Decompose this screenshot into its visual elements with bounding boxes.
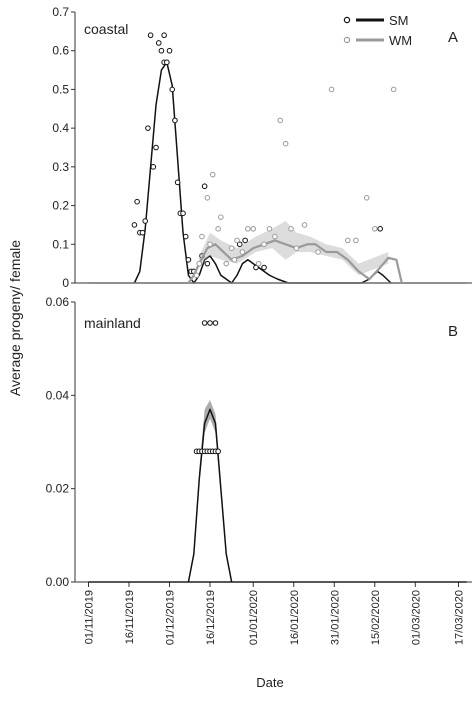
x-tick-label: 01/12/2019 bbox=[165, 590, 177, 645]
data-point-sm bbox=[150, 164, 157, 170]
data-point-series bbox=[207, 320, 213, 326]
data-point-wm bbox=[223, 260, 230, 267]
data-point-wm bbox=[328, 86, 335, 93]
panel-label: mainland bbox=[84, 315, 141, 331]
y-axis-label: Average progeny/ female bbox=[7, 240, 23, 396]
data-point-sm bbox=[185, 256, 192, 263]
data-point-wm bbox=[215, 226, 221, 232]
data-point-sm bbox=[164, 59, 170, 66]
x-tick-label: 01/01/2020 bbox=[248, 590, 260, 645]
data-point-sm bbox=[180, 210, 186, 217]
data-point-wm bbox=[353, 237, 359, 244]
y-tick-label: 0.00 bbox=[46, 575, 70, 589]
y-tick-label: 0.02 bbox=[46, 482, 70, 496]
series-line-wm bbox=[187, 239, 403, 284]
x-tick-label: 31/01/2020 bbox=[329, 590, 341, 645]
panel-label: coastal bbox=[84, 21, 128, 37]
y-tick-label: 0.1 bbox=[52, 237, 69, 251]
data-point-wm bbox=[266, 226, 273, 232]
data-point-wm bbox=[250, 226, 257, 232]
data-point-sm bbox=[169, 86, 176, 93]
data-point-sm bbox=[161, 32, 167, 39]
panel-b-mainland: 0.00 0.02 0.04 0.06 01/11/2019 16/11/2019 01/1… bbox=[46, 295, 472, 645]
y-tick-label: 0.4 bbox=[52, 121, 69, 135]
x-tick-label: 16/01/2020 bbox=[289, 590, 301, 645]
series-line-series bbox=[187, 408, 233, 583]
y-tick-label: 0.04 bbox=[46, 388, 70, 402]
x-tick-label: 16/12/2019 bbox=[205, 590, 217, 645]
y-tick-label: 0.6 bbox=[52, 44, 69, 58]
data-point-wm bbox=[234, 237, 240, 244]
data-point-wm bbox=[293, 245, 300, 251]
data-point-series bbox=[212, 320, 219, 326]
data-point-sm bbox=[242, 237, 248, 244]
data-point-wm bbox=[239, 249, 246, 255]
data-point-wm bbox=[209, 171, 216, 178]
data-point-wm bbox=[245, 226, 251, 232]
data-point-sm bbox=[174, 179, 181, 186]
data-point-sm bbox=[147, 32, 154, 39]
x-tick-label: 01/11/2019 bbox=[84, 590, 96, 644]
data-point-wm bbox=[231, 256, 238, 263]
x-tick-label: 16/11/2019 bbox=[124, 590, 136, 644]
data-point-sm bbox=[155, 40, 162, 46]
data-point-sm bbox=[377, 226, 383, 232]
legend-label: WM bbox=[389, 33, 412, 48]
data-point-wm bbox=[272, 233, 278, 240]
x-tick-label: 17/03/2020 bbox=[453, 590, 465, 645]
data-point-sm bbox=[236, 241, 243, 248]
data-point-sm bbox=[166, 47, 173, 54]
data-point-wm bbox=[363, 195, 370, 201]
data-point-sm bbox=[158, 47, 165, 54]
data-point-sm bbox=[261, 264, 267, 271]
x-axis-label: Date bbox=[256, 675, 283, 690]
data-point-sm bbox=[139, 229, 146, 236]
data-point-wm bbox=[390, 86, 397, 93]
data-point-wm bbox=[255, 260, 262, 267]
data-point-sm bbox=[172, 117, 178, 124]
data-point-wm bbox=[261, 241, 267, 248]
y-tick-label: 0.3 bbox=[52, 160, 69, 174]
legend-marker bbox=[343, 36, 351, 44]
legend-label: SM bbox=[389, 13, 409, 28]
x-tick-label: 01/03/2020 bbox=[410, 590, 422, 645]
data-point-wm bbox=[199, 233, 205, 240]
data-point-series bbox=[215, 448, 221, 455]
x-tick-label: 15/02/2020 bbox=[370, 590, 382, 645]
data-point-wm bbox=[282, 140, 289, 147]
data-point-sm bbox=[153, 144, 159, 151]
data-point-sm bbox=[204, 260, 211, 267]
data-point-wm bbox=[301, 222, 308, 228]
y-tick-label: 0 bbox=[62, 276, 69, 290]
y-tick-label: 0.06 bbox=[46, 295, 70, 309]
panel-letter: B bbox=[448, 323, 458, 340]
data-point-sm bbox=[142, 218, 149, 224]
data-point-sm bbox=[201, 183, 208, 190]
data-point-wm bbox=[228, 245, 235, 251]
data-point-sm bbox=[131, 222, 138, 228]
y-tick-label: 0.5 bbox=[52, 82, 69, 96]
data-point-wm bbox=[277, 117, 284, 124]
data-point-wm bbox=[344, 237, 351, 244]
data-point-sm bbox=[145, 125, 151, 131]
y-tick-label: 0.7 bbox=[52, 5, 69, 19]
series-line-sm bbox=[133, 61, 392, 284]
panel-a-coastal: 0 0.1 0.2 0.3 0.4 0.5 0.6 0.7 coastal A SM WM bbox=[52, 5, 472, 290]
data-point-wm bbox=[288, 226, 294, 232]
data-point-wm bbox=[315, 249, 321, 255]
panel-letter: A bbox=[448, 29, 458, 46]
data-point-wm bbox=[196, 260, 203, 267]
data-point-sm bbox=[253, 264, 259, 271]
legend-marker bbox=[343, 16, 351, 24]
data-point-wm bbox=[207, 241, 213, 248]
data-point-sm bbox=[182, 233, 189, 240]
data-point-wm bbox=[371, 226, 378, 232]
data-point-wm bbox=[218, 214, 224, 220]
y-tick-label: 0.2 bbox=[52, 199, 69, 213]
data-point-wm bbox=[204, 195, 211, 201]
data-point-wm bbox=[193, 272, 200, 279]
data-point-series bbox=[201, 320, 208, 326]
data-point-sm bbox=[134, 198, 140, 205]
